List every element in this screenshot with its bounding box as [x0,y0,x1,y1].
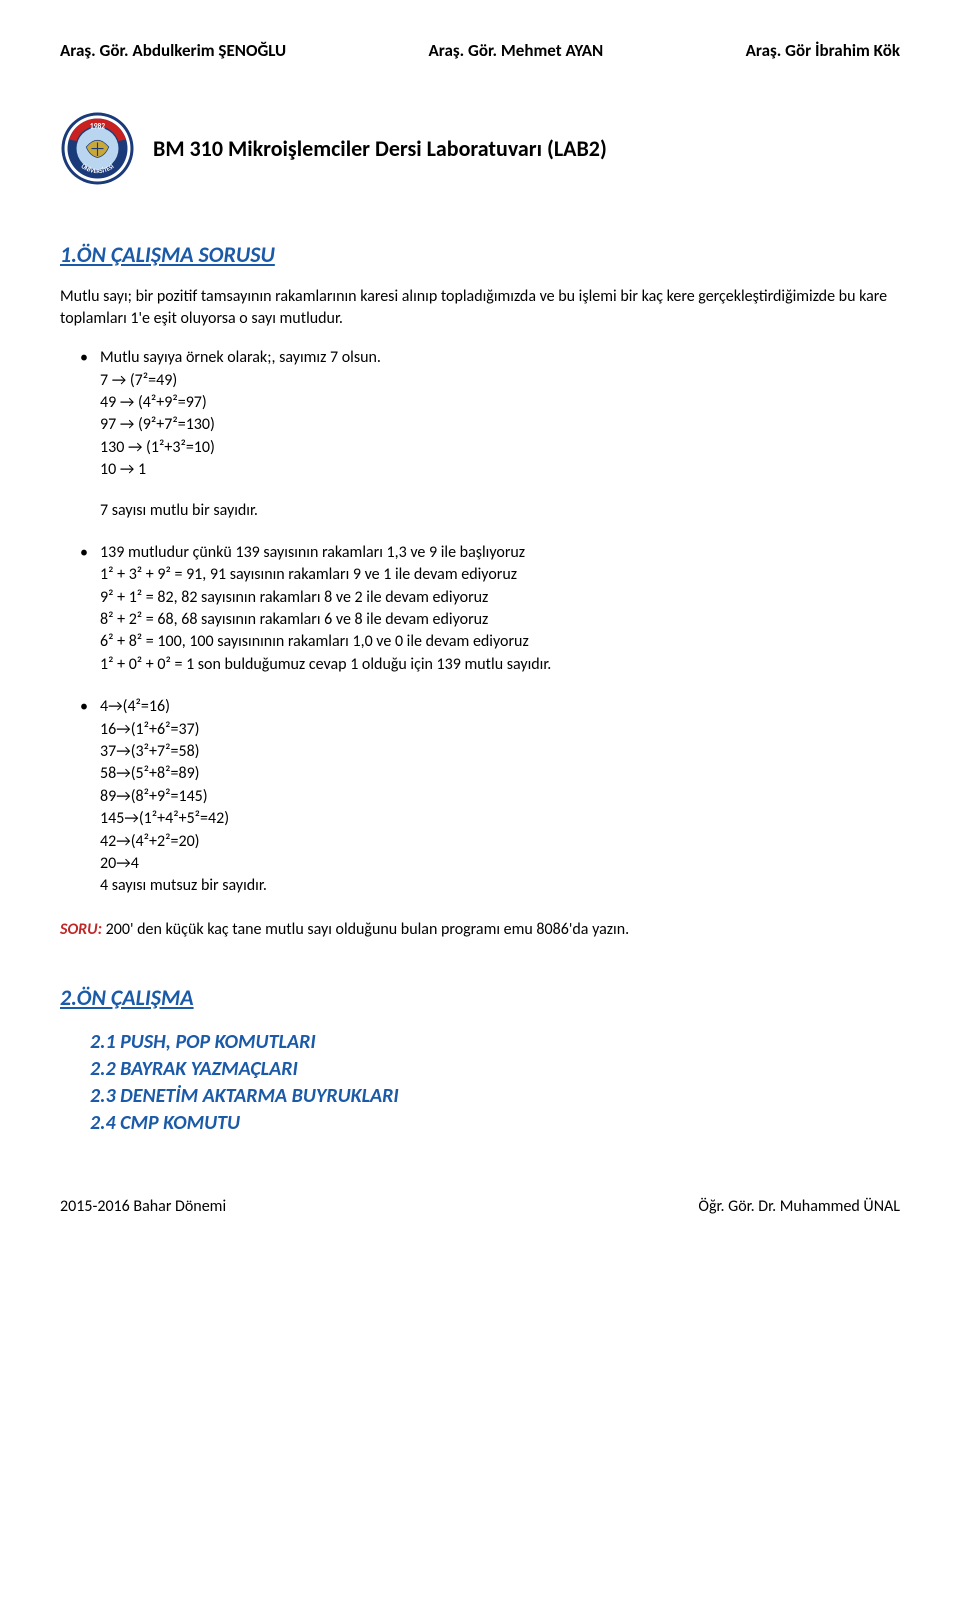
b3-l3: 58→(5²+8²=89) [100,763,900,785]
document-title: BM 310 Mikroişlemciler Dersi Laboratuvar… [153,135,607,162]
b3-l5: 145→(1²+4²+5²=42) [100,808,900,830]
b1-conclusion: 7 sayısı mutlu bir sayıdır. [100,500,900,522]
page-header: Araş. Gör. Abdulkerim ŞENOĞLU Araş. Gör.… [60,40,900,61]
b3-l1: 16→(1²+6²=37) [100,719,900,741]
soru-text: 200' den küçük kaç tane mutlu sayı olduğ… [102,920,629,939]
footer-term: 2015-2016 Bahar Dönemi [60,1197,226,1216]
bullet-item-3: 4→(4²=16) 16→(1²+6²=37) 37→(3²+7²=58) 58… [100,696,900,898]
university-logo-icon: 1982 ÜNİVERSİTESİ [60,111,135,186]
b1-l0: 7 → (7²=49) [100,370,900,392]
b2-l2: 9² + 1² = 82, 82 sayısının rakamları 8 v… [100,587,900,609]
sub-2-4: 2.4 CMP KOMUTU [60,1110,900,1137]
bullet-item-2: 139 mutludur çünkü 139 sayısının rakamla… [100,542,900,676]
b2-l5: 1² + 0² + 0² = 1 son bulduğumuz cevap 1 … [100,654,900,676]
b1-lead: Mutlu sayıya örnek olarak;, sayımız 7 ol… [100,347,900,369]
bullet-item-1: Mutlu sayıya örnek olarak;, sayımız 7 ol… [100,347,900,522]
section-1-heading: 1.ÖN ÇALIŞMA SORUSU [60,241,900,268]
b3-l4: 89→(8²+9²=145) [100,786,900,808]
title-row: 1982 ÜNİVERSİTESİ BM 310 Mikroişlemciler… [60,111,900,186]
footer-instructor: Öğr. Gör. Dr. Muhammed ÜNAL [698,1197,900,1216]
header-author-left: Araş. Gör. Abdulkerim ŞENOĞLU [60,40,286,61]
b3-l6: 42→(4²+2²=20) [100,831,900,853]
header-author-center: Araş. Gör. Mehmet AYAN [428,40,603,61]
header-author-right: Araş. Gör İbrahim Kök [746,40,900,61]
bullet-list: Mutlu sayıya örnek olarak;, sayımız 7 ol… [60,347,900,898]
page-footer: 2015-2016 Bahar Dönemi Öğr. Gör. Dr. Muh… [60,1197,900,1216]
sub-2-3: 2.3 DENETİM AKTARMA BUYRUKLARI [60,1083,900,1110]
b1-l2: 97 → (9²+7²=130) [100,414,900,436]
b2-l3: 8² + 2² = 68, 68 sayısının rakamları 6 v… [100,609,900,631]
b3-l7: 20→4 [100,853,900,875]
soru-label: SORU: [60,920,102,939]
b3-l0: 4→(4²=16) [100,696,900,718]
b2-l0: 139 mutludur çünkü 139 sayısının rakamla… [100,542,900,564]
soru-paragraph: SORU: 200' den küçük kaç tane mutlu sayı… [60,920,900,939]
b1-l4: 10 → 1 [100,459,900,481]
b1-l3: 130 → (1²+3²=10) [100,437,900,459]
sub-2-1: 2.1 PUSH, POP KOMUTLARI [60,1029,900,1056]
b1-l1: 49 → (4²+9²=97) [100,392,900,414]
b2-l4: 6² + 8² = 100, 100 sayısınının rakamları… [100,631,900,653]
section-1-intro: Mutlu sayı; bir pozitif tamsayının rakam… [60,286,900,329]
b2-l1: 1² + 3² + 9² = 91, 91 sayısının rakamlar… [100,564,900,586]
b3-l8: 4 sayısı mutsuz bir sayıdır. [100,875,900,897]
logo-year: 1982 [90,122,105,131]
b3-l2: 37→(3²+7²=58) [100,741,900,763]
section-2-heading: 2.ÖN ÇALIŞMA [60,984,900,1011]
sub-2-2: 2.2 BAYRAK YAZMAÇLARI [60,1056,900,1083]
